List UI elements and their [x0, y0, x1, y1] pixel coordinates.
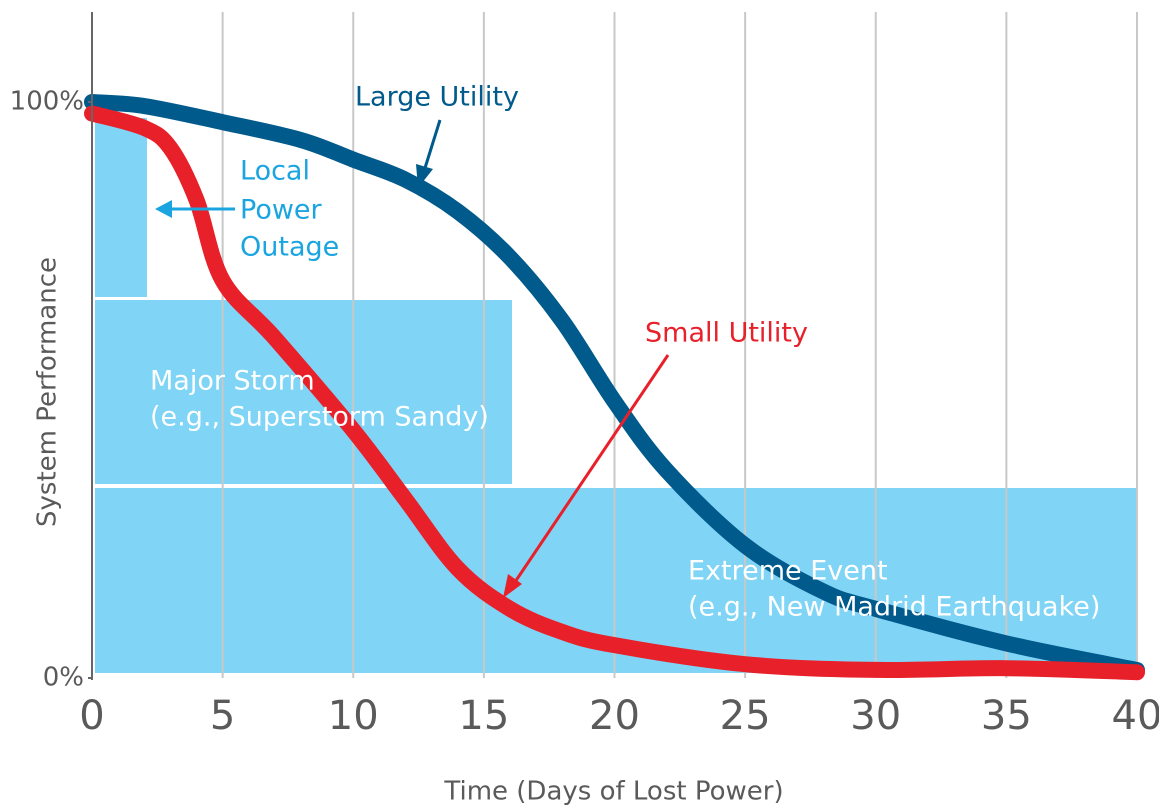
x-tick-label: 0	[79, 693, 104, 739]
region-storm	[95, 300, 512, 484]
legend-label: Small Utility	[645, 318, 808, 349]
line-series	[84, 94, 1145, 678]
y-tick-label: 0%	[43, 663, 84, 693]
x-tick-label: 40	[1112, 693, 1159, 739]
x-tick-label: 20	[589, 693, 640, 739]
x-tick-label: 35	[981, 693, 1032, 739]
x-tick-label: 25	[720, 693, 771, 739]
x-axis-label: Time (Days of Lost Power)	[443, 777, 783, 807]
line-series	[84, 105, 1145, 681]
arrow-head	[416, 164, 433, 188]
x-tick-label: 10	[328, 693, 379, 739]
x-tick-label: 5	[210, 693, 235, 739]
x-tick-label: 15	[458, 693, 509, 739]
arrow	[513, 354, 670, 583]
annotation: Local	[240, 156, 310, 187]
region-local	[95, 118, 147, 297]
y-axis-label: System Performance	[33, 257, 63, 527]
arrow	[423, 119, 442, 169]
annotation: Power	[240, 195, 323, 226]
annotation: Outage	[240, 232, 339, 263]
arrow-head	[503, 574, 522, 598]
y-tick-label: 100%	[10, 87, 84, 117]
annotation: Extreme Event	[688, 556, 888, 587]
x-tick-label: 30	[850, 693, 901, 739]
annotation: (e.g., Superstorm Sandy)	[150, 402, 489, 433]
legend-label: Large Utility	[355, 82, 519, 113]
arrow-head	[155, 200, 172, 218]
annotation: Major Storm	[150, 366, 315, 397]
annotation: (e.g., New Madrid Earthquake)	[688, 592, 1100, 623]
